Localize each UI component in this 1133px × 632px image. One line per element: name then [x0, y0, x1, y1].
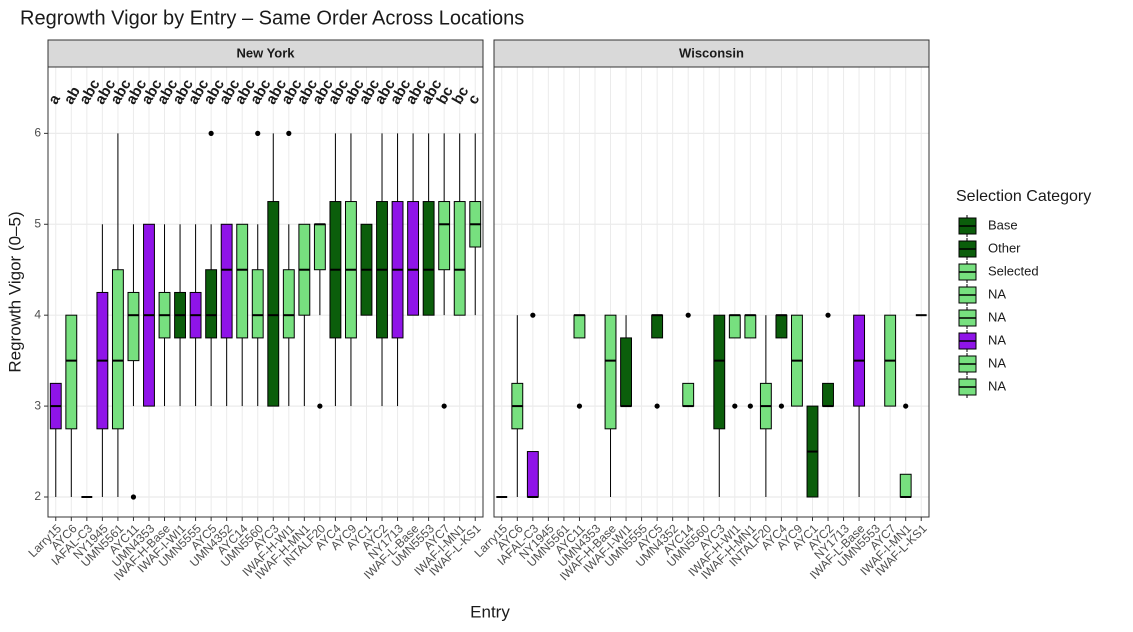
box — [899, 473, 912, 498]
y-tick-label: 3 — [34, 398, 41, 412]
panel-bg — [494, 67, 929, 517]
outlier — [654, 403, 660, 409]
box — [313, 223, 326, 271]
box — [573, 314, 586, 339]
box — [422, 201, 435, 316]
x-axis-label: Entry — [470, 602, 510, 621]
box — [407, 201, 420, 316]
outlier — [732, 403, 738, 409]
box — [438, 201, 451, 271]
chart-title: Regrowth Vigor by Entry – Same Order Acr… — [20, 7, 524, 29]
y-tick-label: 5 — [34, 216, 41, 230]
panel-border — [493, 66, 930, 518]
y-tick-label: 4 — [34, 307, 41, 321]
outlier — [825, 312, 831, 318]
box — [111, 269, 124, 430]
box — [682, 382, 695, 407]
box — [205, 269, 218, 339]
box — [620, 337, 632, 407]
box — [713, 314, 726, 430]
letter: ab — [60, 84, 83, 108]
box — [526, 451, 539, 498]
outlier — [441, 403, 447, 409]
y-tick-label: 6 — [34, 126, 41, 140]
box — [604, 314, 617, 430]
box — [267, 201, 280, 407]
box — [651, 314, 664, 339]
box — [453, 201, 466, 316]
legend-label: Base — [988, 217, 1018, 232]
legend-label: NA — [988, 332, 1006, 347]
outlier — [255, 130, 261, 136]
strip — [493, 39, 930, 68]
y-axis-label: Regrowth Vigor (0–5) — [5, 211, 24, 372]
outlier — [576, 403, 583, 409]
strip-label: New York — [236, 45, 295, 60]
letter: bc — [449, 84, 472, 108]
legend-label: NA — [988, 355, 1006, 370]
box — [744, 314, 757, 339]
legend-label: NA — [988, 286, 1006, 301]
box — [251, 269, 264, 339]
y-tick-label: 2 — [34, 489, 41, 503]
box — [282, 269, 295, 339]
box — [127, 291, 140, 362]
outlier — [130, 494, 137, 500]
strip-label: Wisconsin — [679, 45, 744, 60]
box — [728, 314, 741, 339]
panel-border — [47, 66, 484, 518]
box — [220, 223, 233, 339]
legend-label: Other — [988, 240, 1021, 255]
legend-label: NA — [988, 378, 1006, 393]
legend-title: Selection Category — [956, 188, 1091, 205]
strip — [47, 39, 484, 68]
box — [822, 382, 834, 407]
legend-label: NA — [988, 309, 1006, 324]
outlier — [685, 312, 691, 318]
box — [65, 314, 78, 430]
outlier — [747, 403, 753, 409]
letter: bc — [433, 84, 456, 108]
outlier — [530, 312, 536, 318]
outlier — [317, 403, 323, 409]
outlier — [286, 130, 292, 136]
outlier — [208, 130, 214, 136]
outlier — [903, 403, 909, 409]
box — [236, 223, 249, 339]
legend-label: Selected — [988, 263, 1039, 278]
box — [775, 314, 788, 339]
outlier — [778, 403, 785, 409]
